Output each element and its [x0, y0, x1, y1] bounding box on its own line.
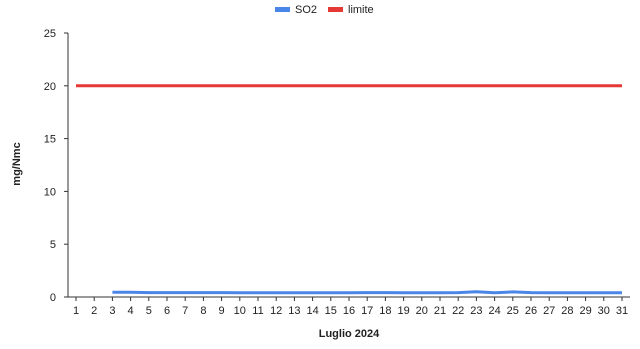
x-tick-label: 23 — [470, 305, 482, 317]
legend-label-so2: SO2 — [295, 4, 317, 16]
y-axis-title: mg/Nmc — [11, 142, 23, 185]
x-tick-label: 5 — [146, 305, 152, 317]
x-tick-label: 27 — [543, 305, 555, 317]
x-tick-label: 6 — [164, 305, 170, 317]
x-tick-label: 29 — [579, 305, 591, 317]
x-tick-label: 28 — [561, 305, 573, 317]
y-ticks: 0 5 10 15 20 25 — [44, 28, 68, 304]
x-tick-label: 26 — [525, 305, 537, 317]
x-tick-label: 17 — [361, 305, 373, 317]
series-line-so2 — [112, 290, 622, 295]
x-tick-label: 21 — [434, 305, 446, 317]
x-tick-label: 25 — [507, 305, 519, 317]
x-tick-label: 24 — [488, 305, 500, 317]
x-ticks: 1 2 3 4 5 6 7 8 9 10 11 12 13 14 15 16 17 18 19 20 21 22 23 24 2… — [73, 297, 628, 317]
x-tick-label: 3 — [109, 305, 115, 317]
x-tick-label: 12 — [270, 305, 282, 317]
y-tick-label: 10 — [44, 186, 56, 198]
x-tick-label: 4 — [128, 305, 134, 317]
y-tick-label: 25 — [44, 28, 56, 40]
x-tick-label: 1 — [73, 305, 79, 317]
legend-swatch-so2 — [275, 7, 290, 12]
legend-swatch-limite — [328, 7, 343, 12]
x-tick-label: 19 — [397, 305, 409, 317]
x-tick-label: 7 — [182, 305, 188, 317]
x-tick-label: 13 — [288, 305, 300, 317]
x-tick-label: 9 — [219, 305, 225, 317]
x-tick-label: 2 — [91, 305, 97, 317]
x-tick-label: 31 — [616, 305, 628, 317]
x-tick-label: 10 — [234, 305, 246, 317]
x-tick-label: 16 — [343, 305, 355, 317]
y-tick-label: 15 — [44, 134, 56, 146]
x-tick-label: 22 — [452, 305, 464, 317]
x-tick-label: 14 — [306, 305, 318, 317]
series-lines — [76, 84, 622, 295]
x-tick-label: 8 — [200, 305, 206, 317]
x-axis-title: Luglio 2024 — [319, 328, 380, 340]
legend-label-limite: limite — [348, 4, 374, 16]
y-tick-label: 5 — [50, 239, 56, 251]
x-tick-label: 18 — [379, 305, 391, 317]
x-tick-label: 11 — [252, 305, 263, 317]
y-tick-label: 0 — [50, 292, 56, 304]
x-tick-label: 20 — [416, 305, 428, 317]
y-tick-label: 20 — [44, 81, 56, 93]
x-tick-label: 15 — [325, 305, 337, 317]
x-tick-label: 30 — [598, 305, 610, 317]
legend: SO2 limite — [275, 4, 374, 16]
